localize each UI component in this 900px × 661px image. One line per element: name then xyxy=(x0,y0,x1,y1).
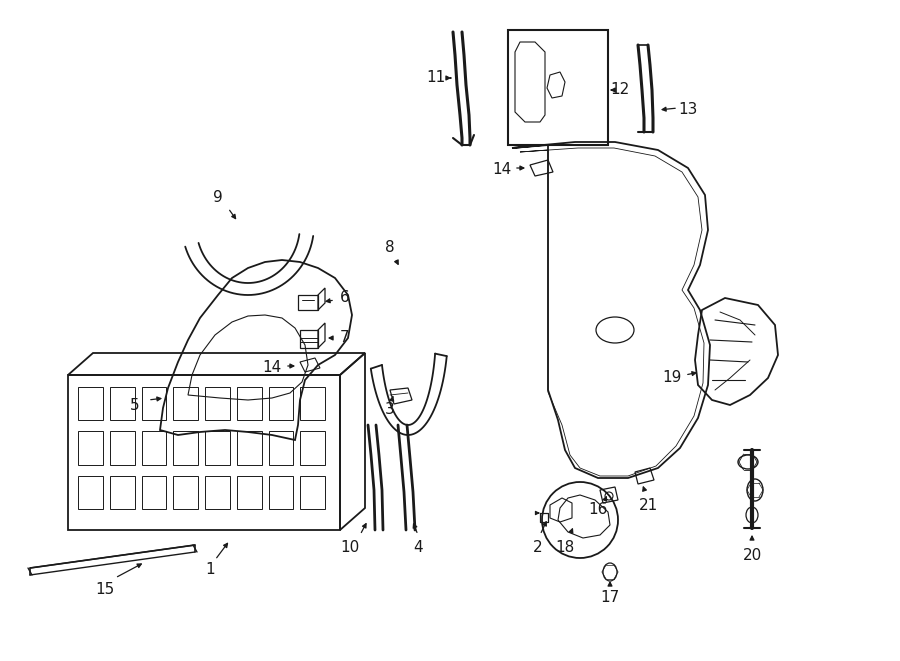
Text: 19: 19 xyxy=(662,371,681,385)
Text: 12: 12 xyxy=(610,83,630,98)
Text: 3: 3 xyxy=(385,403,395,418)
Text: 2: 2 xyxy=(533,541,543,555)
Text: 14: 14 xyxy=(492,163,511,178)
Text: 6: 6 xyxy=(340,290,350,305)
Text: 11: 11 xyxy=(427,71,446,85)
Text: 7: 7 xyxy=(340,330,350,346)
Text: 16: 16 xyxy=(589,502,608,518)
Text: 15: 15 xyxy=(95,582,114,598)
Text: 4: 4 xyxy=(413,541,423,555)
Text: 1: 1 xyxy=(205,563,215,578)
Text: 17: 17 xyxy=(600,590,619,605)
Text: 9: 9 xyxy=(213,190,223,206)
Text: 18: 18 xyxy=(555,541,574,555)
Text: 5: 5 xyxy=(130,397,140,412)
Text: 14: 14 xyxy=(263,360,282,375)
Text: 13: 13 xyxy=(679,102,698,118)
Text: 10: 10 xyxy=(340,541,360,555)
Text: 20: 20 xyxy=(742,547,761,563)
Text: 8: 8 xyxy=(385,241,395,256)
Text: 21: 21 xyxy=(638,498,658,512)
